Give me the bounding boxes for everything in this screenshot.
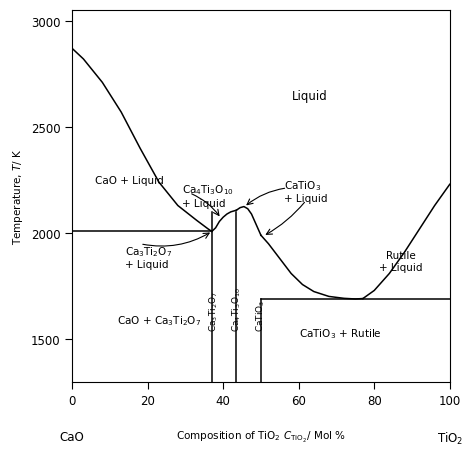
Text: CaTiO$_3$: CaTiO$_3$ <box>255 299 267 331</box>
Text: TiO$_2$: TiO$_2$ <box>437 430 463 446</box>
Text: Ca$_4$Ti$_3$O$_{10}$
+ Liquid: Ca$_4$Ti$_3$O$_{10}$ + Liquid <box>182 183 234 208</box>
X-axis label: Composition of TiO$_2$ $C_{\rm TiO_2}$/ Mol %: Composition of TiO$_2$ $C_{\rm TiO_2}$/ … <box>176 429 346 444</box>
Text: Liquid: Liquid <box>292 89 328 102</box>
Text: Ca$_3$Ti$_2$O$_7$: Ca$_3$Ti$_2$O$_7$ <box>208 290 220 331</box>
Text: Ca$_3$Ti$_2$O$_7$
+ Liquid: Ca$_3$Ti$_2$O$_7$ + Liquid <box>125 244 172 270</box>
Text: CaO + Liquid: CaO + Liquid <box>95 176 164 186</box>
Text: Ca$_4$Ti$_3$O$_{10}$: Ca$_4$Ti$_3$O$_{10}$ <box>230 286 243 331</box>
Y-axis label: Temperature, $T$/ K: Temperature, $T$/ K <box>11 148 25 245</box>
Text: CaTiO$_3$ + Rutile: CaTiO$_3$ + Rutile <box>299 326 382 340</box>
Text: Rutile
+ Liquid: Rutile + Liquid <box>379 250 422 272</box>
Text: CaO: CaO <box>60 430 84 443</box>
Text: CaTiO$_3$
+ Liquid: CaTiO$_3$ + Liquid <box>283 178 327 204</box>
Text: CaO + Ca$_3$Ti$_2$O$_7$: CaO + Ca$_3$Ti$_2$O$_7$ <box>118 313 201 328</box>
